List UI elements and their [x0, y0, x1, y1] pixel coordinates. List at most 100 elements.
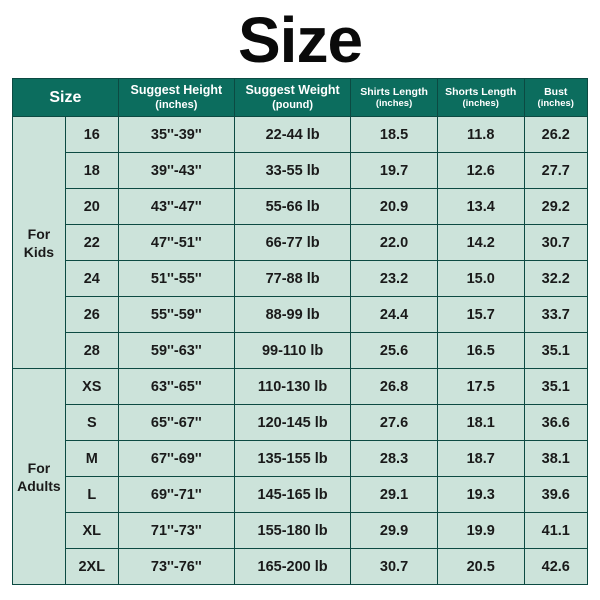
group-label: ForKids	[13, 117, 66, 369]
col-size-label: Size	[49, 89, 81, 106]
weight-cell: 99-110 lb	[234, 333, 350, 369]
header-row: Size Suggest Height (inches) Suggest Wei…	[13, 79, 588, 117]
size-cell: 18	[65, 153, 118, 189]
col-short-main: Shorts Length	[445, 86, 516, 98]
shirt-cell: 29.9	[351, 513, 438, 549]
col-weight-sub: (pound)	[237, 99, 348, 113]
col-bust-sub: (inches)	[527, 98, 585, 109]
short-cell: 11.8	[437, 117, 524, 153]
bust-cell: 26.2	[524, 117, 587, 153]
table-row: 2XL73''-76''165-200 lb30.720.542.6	[13, 549, 588, 585]
col-short: Shorts Length (inches)	[437, 79, 524, 117]
col-weight-main: Suggest Weight	[245, 83, 339, 97]
shirt-cell: 22.0	[351, 225, 438, 261]
shirt-cell: 25.6	[351, 333, 438, 369]
height-cell: 35''-39''	[118, 117, 234, 153]
bust-cell: 35.1	[524, 333, 587, 369]
table-row: XL71''-73''155-180 lb29.919.941.1	[13, 513, 588, 549]
bust-cell: 33.7	[524, 297, 587, 333]
page-title: Size	[12, 8, 588, 72]
shirt-cell: 20.9	[351, 189, 438, 225]
shirt-cell: 24.4	[351, 297, 438, 333]
short-cell: 18.1	[437, 405, 524, 441]
col-bust-main: Bust	[544, 86, 567, 98]
height-cell: 55''-59''	[118, 297, 234, 333]
weight-cell: 66-77 lb	[234, 225, 350, 261]
shirt-cell: 30.7	[351, 549, 438, 585]
height-cell: 69''-71''	[118, 477, 234, 513]
height-cell: 73''-76''	[118, 549, 234, 585]
size-cell: 22	[65, 225, 118, 261]
weight-cell: 22-44 lb	[234, 117, 350, 153]
size-cell: S	[65, 405, 118, 441]
shirt-cell: 29.1	[351, 477, 438, 513]
height-cell: 43''-47''	[118, 189, 234, 225]
height-cell: 63''-65''	[118, 369, 234, 405]
table-row: ForAdultsXS63''-65''110-130 lb26.817.535…	[13, 369, 588, 405]
size-table: Size Suggest Height (inches) Suggest Wei…	[12, 78, 588, 585]
short-cell: 19.9	[437, 513, 524, 549]
col-short-sub: (inches)	[440, 98, 522, 109]
short-cell: 18.7	[437, 441, 524, 477]
table-row: 2655''-59''88-99 lb24.415.733.7	[13, 297, 588, 333]
height-cell: 71''-73''	[118, 513, 234, 549]
short-cell: 17.5	[437, 369, 524, 405]
weight-cell: 120-145 lb	[234, 405, 350, 441]
height-cell: 47''-51''	[118, 225, 234, 261]
col-weight: Suggest Weight (pound)	[234, 79, 350, 117]
height-cell: 65''-67''	[118, 405, 234, 441]
table-row: 2451''-55''77-88 lb23.215.032.2	[13, 261, 588, 297]
bust-cell: 36.6	[524, 405, 587, 441]
weight-cell: 33-55 lb	[234, 153, 350, 189]
short-cell: 15.0	[437, 261, 524, 297]
shirt-cell: 23.2	[351, 261, 438, 297]
size-cell: XS	[65, 369, 118, 405]
table-row: 1839''-43''33-55 lb19.712.627.7	[13, 153, 588, 189]
col-size: Size	[13, 79, 119, 117]
size-table-body: ForKids1635''-39''22-44 lb18.511.826.218…	[13, 117, 588, 585]
bust-cell: 27.7	[524, 153, 587, 189]
size-cell: L	[65, 477, 118, 513]
table-row: 2247''-51''66-77 lb22.014.230.7	[13, 225, 588, 261]
short-cell: 12.6	[437, 153, 524, 189]
col-height-sub: (inches)	[121, 99, 232, 113]
col-shirt-main: Shirts Length	[360, 86, 428, 98]
weight-cell: 55-66 lb	[234, 189, 350, 225]
group-label-line2: Adults	[15, 477, 63, 495]
shirt-cell: 27.6	[351, 405, 438, 441]
col-height: Suggest Height (inches)	[118, 79, 234, 117]
table-row: 2859''-63''99-110 lb25.616.535.1	[13, 333, 588, 369]
bust-cell: 39.6	[524, 477, 587, 513]
table-row: L69''-71''145-165 lb29.119.339.6	[13, 477, 588, 513]
height-cell: 59''-63''	[118, 333, 234, 369]
bust-cell: 41.1	[524, 513, 587, 549]
size-cell: 28	[65, 333, 118, 369]
bust-cell: 38.1	[524, 441, 587, 477]
size-cell: 24	[65, 261, 118, 297]
bust-cell: 42.6	[524, 549, 587, 585]
weight-cell: 110-130 lb	[234, 369, 350, 405]
bust-cell: 32.2	[524, 261, 587, 297]
size-cell: 16	[65, 117, 118, 153]
size-cell: 26	[65, 297, 118, 333]
weight-cell: 135-155 lb	[234, 441, 350, 477]
weight-cell: 145-165 lb	[234, 477, 350, 513]
short-cell: 19.3	[437, 477, 524, 513]
bust-cell: 29.2	[524, 189, 587, 225]
short-cell: 13.4	[437, 189, 524, 225]
height-cell: 39''-43''	[118, 153, 234, 189]
weight-cell: 88-99 lb	[234, 297, 350, 333]
col-bust: Bust (inches)	[524, 79, 587, 117]
short-cell: 15.7	[437, 297, 524, 333]
weight-cell: 155-180 lb	[234, 513, 350, 549]
table-row: M67''-69''135-155 lb28.318.738.1	[13, 441, 588, 477]
weight-cell: 77-88 lb	[234, 261, 350, 297]
col-shirt-sub: (inches)	[353, 98, 435, 109]
size-cell: XL	[65, 513, 118, 549]
table-row: 2043''-47''55-66 lb20.913.429.2	[13, 189, 588, 225]
col-shirt: Shirts Length (inches)	[351, 79, 438, 117]
table-row: S65''-67''120-145 lb27.618.136.6	[13, 405, 588, 441]
short-cell: 20.5	[437, 549, 524, 585]
shirt-cell: 28.3	[351, 441, 438, 477]
group-label-line2: Kids	[15, 243, 63, 261]
